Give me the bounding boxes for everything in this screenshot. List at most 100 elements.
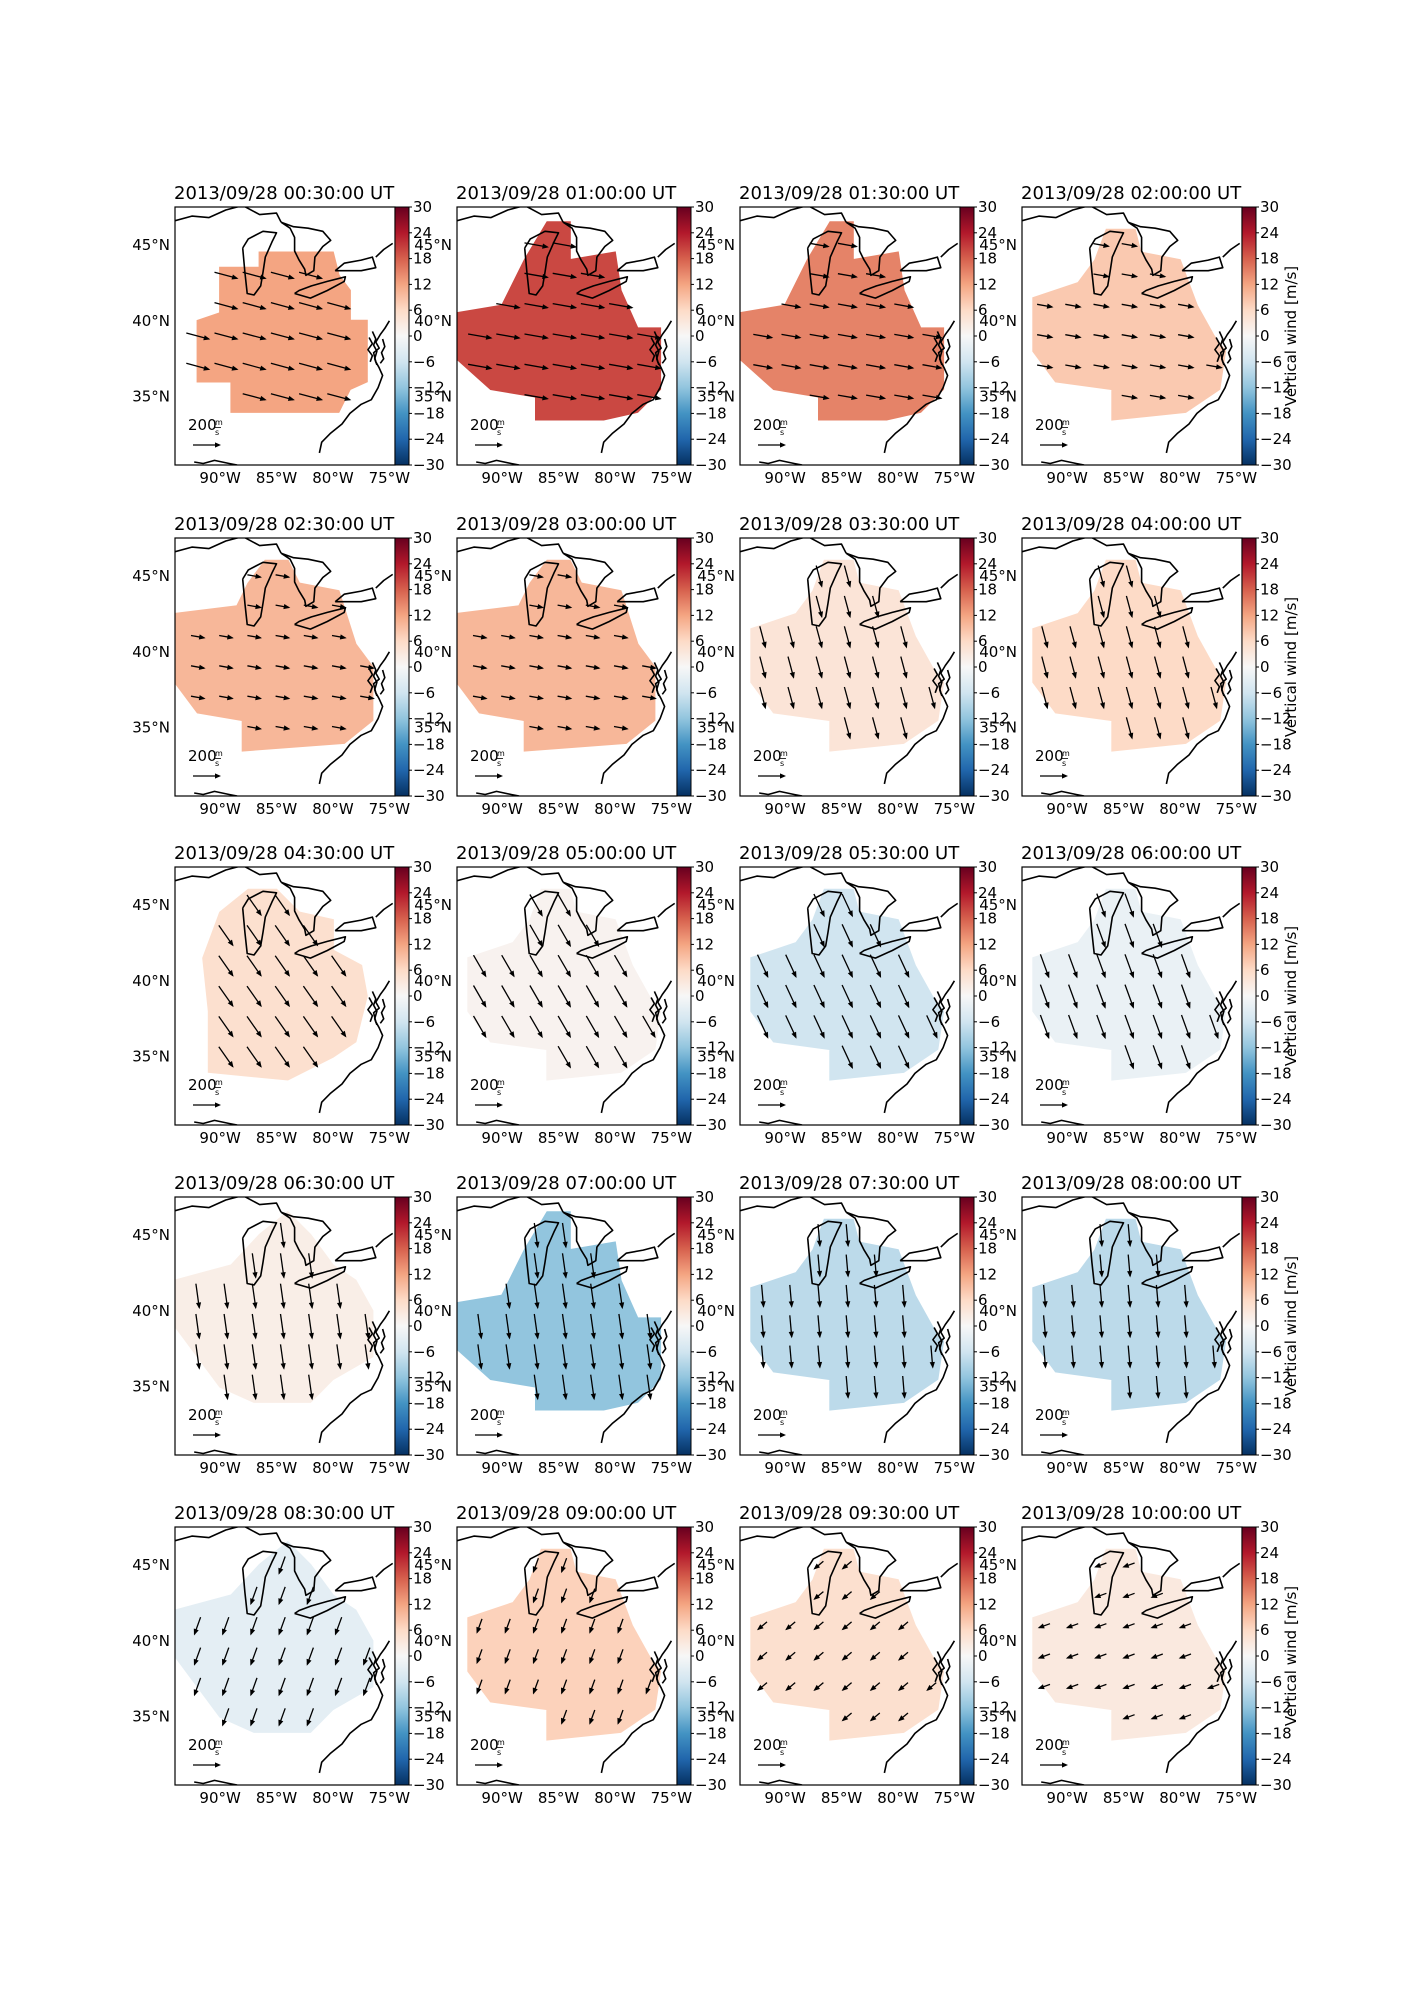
wind-arrow xyxy=(809,364,830,370)
wind-arrow xyxy=(898,1621,909,1631)
wind-arrow xyxy=(251,1313,258,1340)
colorbar-tick: 6 xyxy=(695,1291,705,1309)
wind-arrow xyxy=(1070,1284,1076,1308)
vertical-wind-field xyxy=(750,888,945,1081)
wind-arrow xyxy=(813,1591,824,1600)
wind-arrow xyxy=(504,1649,511,1665)
wind-arrow xyxy=(760,1345,766,1369)
wind-arrow xyxy=(646,1344,653,1370)
wind-arrow xyxy=(186,362,211,371)
wind-arrow xyxy=(496,363,521,371)
wind-arrow xyxy=(1125,656,1134,679)
wind-arrow xyxy=(757,1621,768,1631)
scale-arrow-unit-den: s xyxy=(497,428,501,437)
wind-arrow xyxy=(303,695,319,701)
colorbar-tick: 24 xyxy=(978,224,997,242)
wind-arrow xyxy=(898,1682,909,1691)
colorbar-tick: 30 xyxy=(695,198,714,216)
wind-arrow xyxy=(865,394,887,400)
colorbar-tick: −18 xyxy=(413,735,445,753)
scale-arrow-value: 200 xyxy=(1035,747,1064,765)
scale-arrow-unit-den: s xyxy=(215,1088,219,1097)
wind-arrow xyxy=(247,573,262,579)
wind-arrow xyxy=(1180,984,1191,1009)
colorbar-tick: −18 xyxy=(1260,404,1292,422)
lon-label: 80°W xyxy=(877,1459,919,1477)
colorbar: 30 24 18 12 6 0 −6 −12 −18 −24 −30 xyxy=(394,1188,445,1464)
panel-title: 2013/09/28 10:00:00 UT xyxy=(1021,1503,1242,1524)
lat-label: 45°N xyxy=(979,1556,1017,1574)
colorbar-tick: −24 xyxy=(413,1420,445,1438)
wind-arrow xyxy=(1182,686,1190,710)
wind-arrow xyxy=(557,604,573,610)
wind-arrow xyxy=(1124,893,1135,918)
lat-label: 35°N xyxy=(132,719,170,737)
coastline xyxy=(740,538,959,796)
lat-label: 40°N xyxy=(979,1302,1017,1320)
wind-arrow xyxy=(1036,333,1054,339)
colorbar-tick: 18 xyxy=(978,1240,997,1258)
wind-arrow xyxy=(193,1647,202,1666)
lat-label: 40°N xyxy=(697,1302,735,1320)
wind-arrow xyxy=(1036,303,1054,309)
colorbar: 30 24 18 12 6 0 −6 −12 −18 −24 −30 xyxy=(394,198,445,474)
wind-arrow xyxy=(613,985,628,1008)
scale-arrow-unit-den: s xyxy=(780,1748,784,1757)
wind-arrow xyxy=(871,717,880,740)
wind-arrow xyxy=(585,604,601,610)
lon-label: 80°W xyxy=(312,1459,354,1477)
wind-arrow xyxy=(532,1557,540,1574)
wind-arrow xyxy=(327,393,352,401)
colorbar-tick: −18 xyxy=(695,404,727,422)
wind-arrow xyxy=(787,686,795,710)
wind-arrow xyxy=(278,1556,286,1575)
colorbar-tick: −6 xyxy=(695,1013,717,1031)
wind-arrow xyxy=(223,1313,230,1340)
colorbar-tick: 30 xyxy=(1260,858,1279,876)
lon-label: 90°W xyxy=(764,1129,806,1147)
colorbar-tick: −24 xyxy=(695,430,727,448)
coastline xyxy=(1022,207,1241,465)
colorbar: 30 24 18 12 6 0 −6 −12 −18 −24 −30 Vertical wind [m… xyxy=(1241,198,1300,474)
lon-label: 90°W xyxy=(764,469,806,487)
wind-arrow xyxy=(552,302,578,310)
colorbar-tick: −18 xyxy=(1260,1724,1292,1742)
wind-arrow xyxy=(841,1621,853,1631)
scale-arrow-value: 200 xyxy=(188,1736,217,1754)
colorbar-tick: −12 xyxy=(1260,710,1292,728)
wind-arrow xyxy=(1097,626,1105,649)
colorbar-tick: −18 xyxy=(413,404,445,422)
wind-arrow xyxy=(585,695,601,701)
wind-arrow xyxy=(901,1284,907,1308)
wind-arrow xyxy=(246,985,262,1008)
wind-arrow xyxy=(869,1712,881,1722)
colorbar-tick: 12 xyxy=(978,1595,997,1613)
lat-label: 35°N xyxy=(697,719,735,737)
wind-arrow xyxy=(637,363,662,371)
wind-arrow xyxy=(524,242,549,249)
wind-arrow xyxy=(524,394,549,401)
colorbar: 30 24 18 12 6 0 −6 −12 −18 −24 −30 xyxy=(394,529,445,805)
wind-arrow xyxy=(298,332,324,341)
wind-arrow xyxy=(533,1283,540,1310)
wind-arrow xyxy=(837,364,858,370)
wind-vectors xyxy=(190,573,375,731)
wind-arrow xyxy=(869,1621,881,1631)
wind-arrow xyxy=(1039,984,1050,1009)
lat-label: 35°N xyxy=(414,719,452,737)
wind-arrow xyxy=(1065,333,1082,339)
colorbar-tick: −12 xyxy=(695,1699,727,1717)
colorbar-tick: 18 xyxy=(1260,581,1279,599)
colorbar-tick: 12 xyxy=(695,1265,714,1283)
wind-arrow xyxy=(637,394,662,401)
wind-arrow xyxy=(214,362,239,371)
colorbar-tick: 24 xyxy=(413,224,432,242)
wind-arrow xyxy=(642,1015,656,1039)
wind-arrow xyxy=(327,332,352,341)
wind-arrow xyxy=(306,1616,315,1636)
wind-arrow xyxy=(813,1651,824,1661)
colorbar-tick: 24 xyxy=(695,884,714,902)
